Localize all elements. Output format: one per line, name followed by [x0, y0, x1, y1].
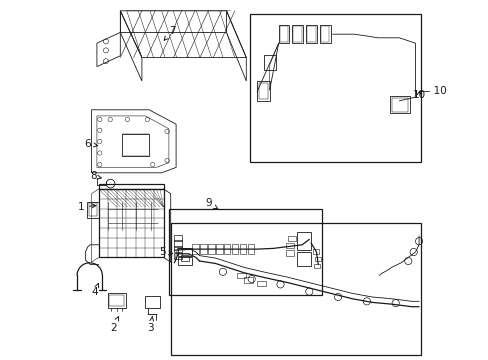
Bar — [312, 249, 319, 254]
Bar — [200, 244, 206, 254]
Bar — [174, 240, 182, 247]
Bar — [178, 257, 191, 265]
Bar — [285, 250, 293, 256]
Bar — [257, 81, 269, 101]
Bar — [320, 26, 329, 42]
Bar — [109, 295, 123, 306]
Bar — [258, 83, 267, 99]
Bar — [170, 223, 420, 355]
Bar — [239, 244, 246, 254]
Text: 3: 3 — [147, 317, 154, 333]
Bar — [192, 244, 199, 254]
Bar — [89, 203, 97, 216]
Bar — [249, 14, 420, 162]
Bar — [285, 243, 293, 248]
Text: 2: 2 — [110, 317, 119, 333]
Bar — [231, 244, 238, 254]
Bar — [247, 244, 254, 254]
Bar — [174, 246, 182, 252]
Text: 4: 4 — [92, 283, 99, 297]
Text: 9: 9 — [205, 198, 217, 209]
Bar — [145, 296, 160, 308]
Bar — [237, 273, 246, 278]
Bar — [296, 232, 310, 250]
Bar — [178, 248, 191, 256]
Text: 10: 10 — [412, 90, 425, 100]
Bar — [216, 244, 222, 254]
Text: 8: 8 — [90, 171, 101, 181]
Text: — 10: — 10 — [419, 86, 446, 96]
Bar — [293, 26, 302, 42]
Bar — [174, 235, 182, 241]
Bar — [391, 98, 407, 112]
Text: 5: 5 — [159, 247, 172, 257]
Bar — [319, 25, 330, 43]
Bar — [87, 202, 99, 218]
Text: 1: 1 — [77, 202, 96, 212]
Bar — [296, 252, 310, 266]
Bar — [279, 26, 288, 42]
Bar — [174, 253, 182, 259]
Bar — [107, 293, 125, 308]
Bar — [181, 255, 189, 261]
Bar — [314, 257, 321, 261]
Bar — [208, 244, 214, 254]
Bar — [257, 281, 265, 286]
Text: 7: 7 — [164, 26, 176, 40]
Bar — [313, 264, 320, 268]
Bar — [278, 25, 289, 43]
Bar — [244, 277, 253, 283]
Bar — [306, 26, 315, 42]
Bar — [287, 236, 295, 241]
Bar — [292, 25, 303, 43]
Bar — [168, 209, 321, 295]
Bar — [305, 25, 316, 43]
Bar — [389, 96, 409, 113]
Bar — [264, 55, 275, 70]
Bar — [224, 244, 230, 254]
Text: 6: 6 — [84, 139, 98, 149]
